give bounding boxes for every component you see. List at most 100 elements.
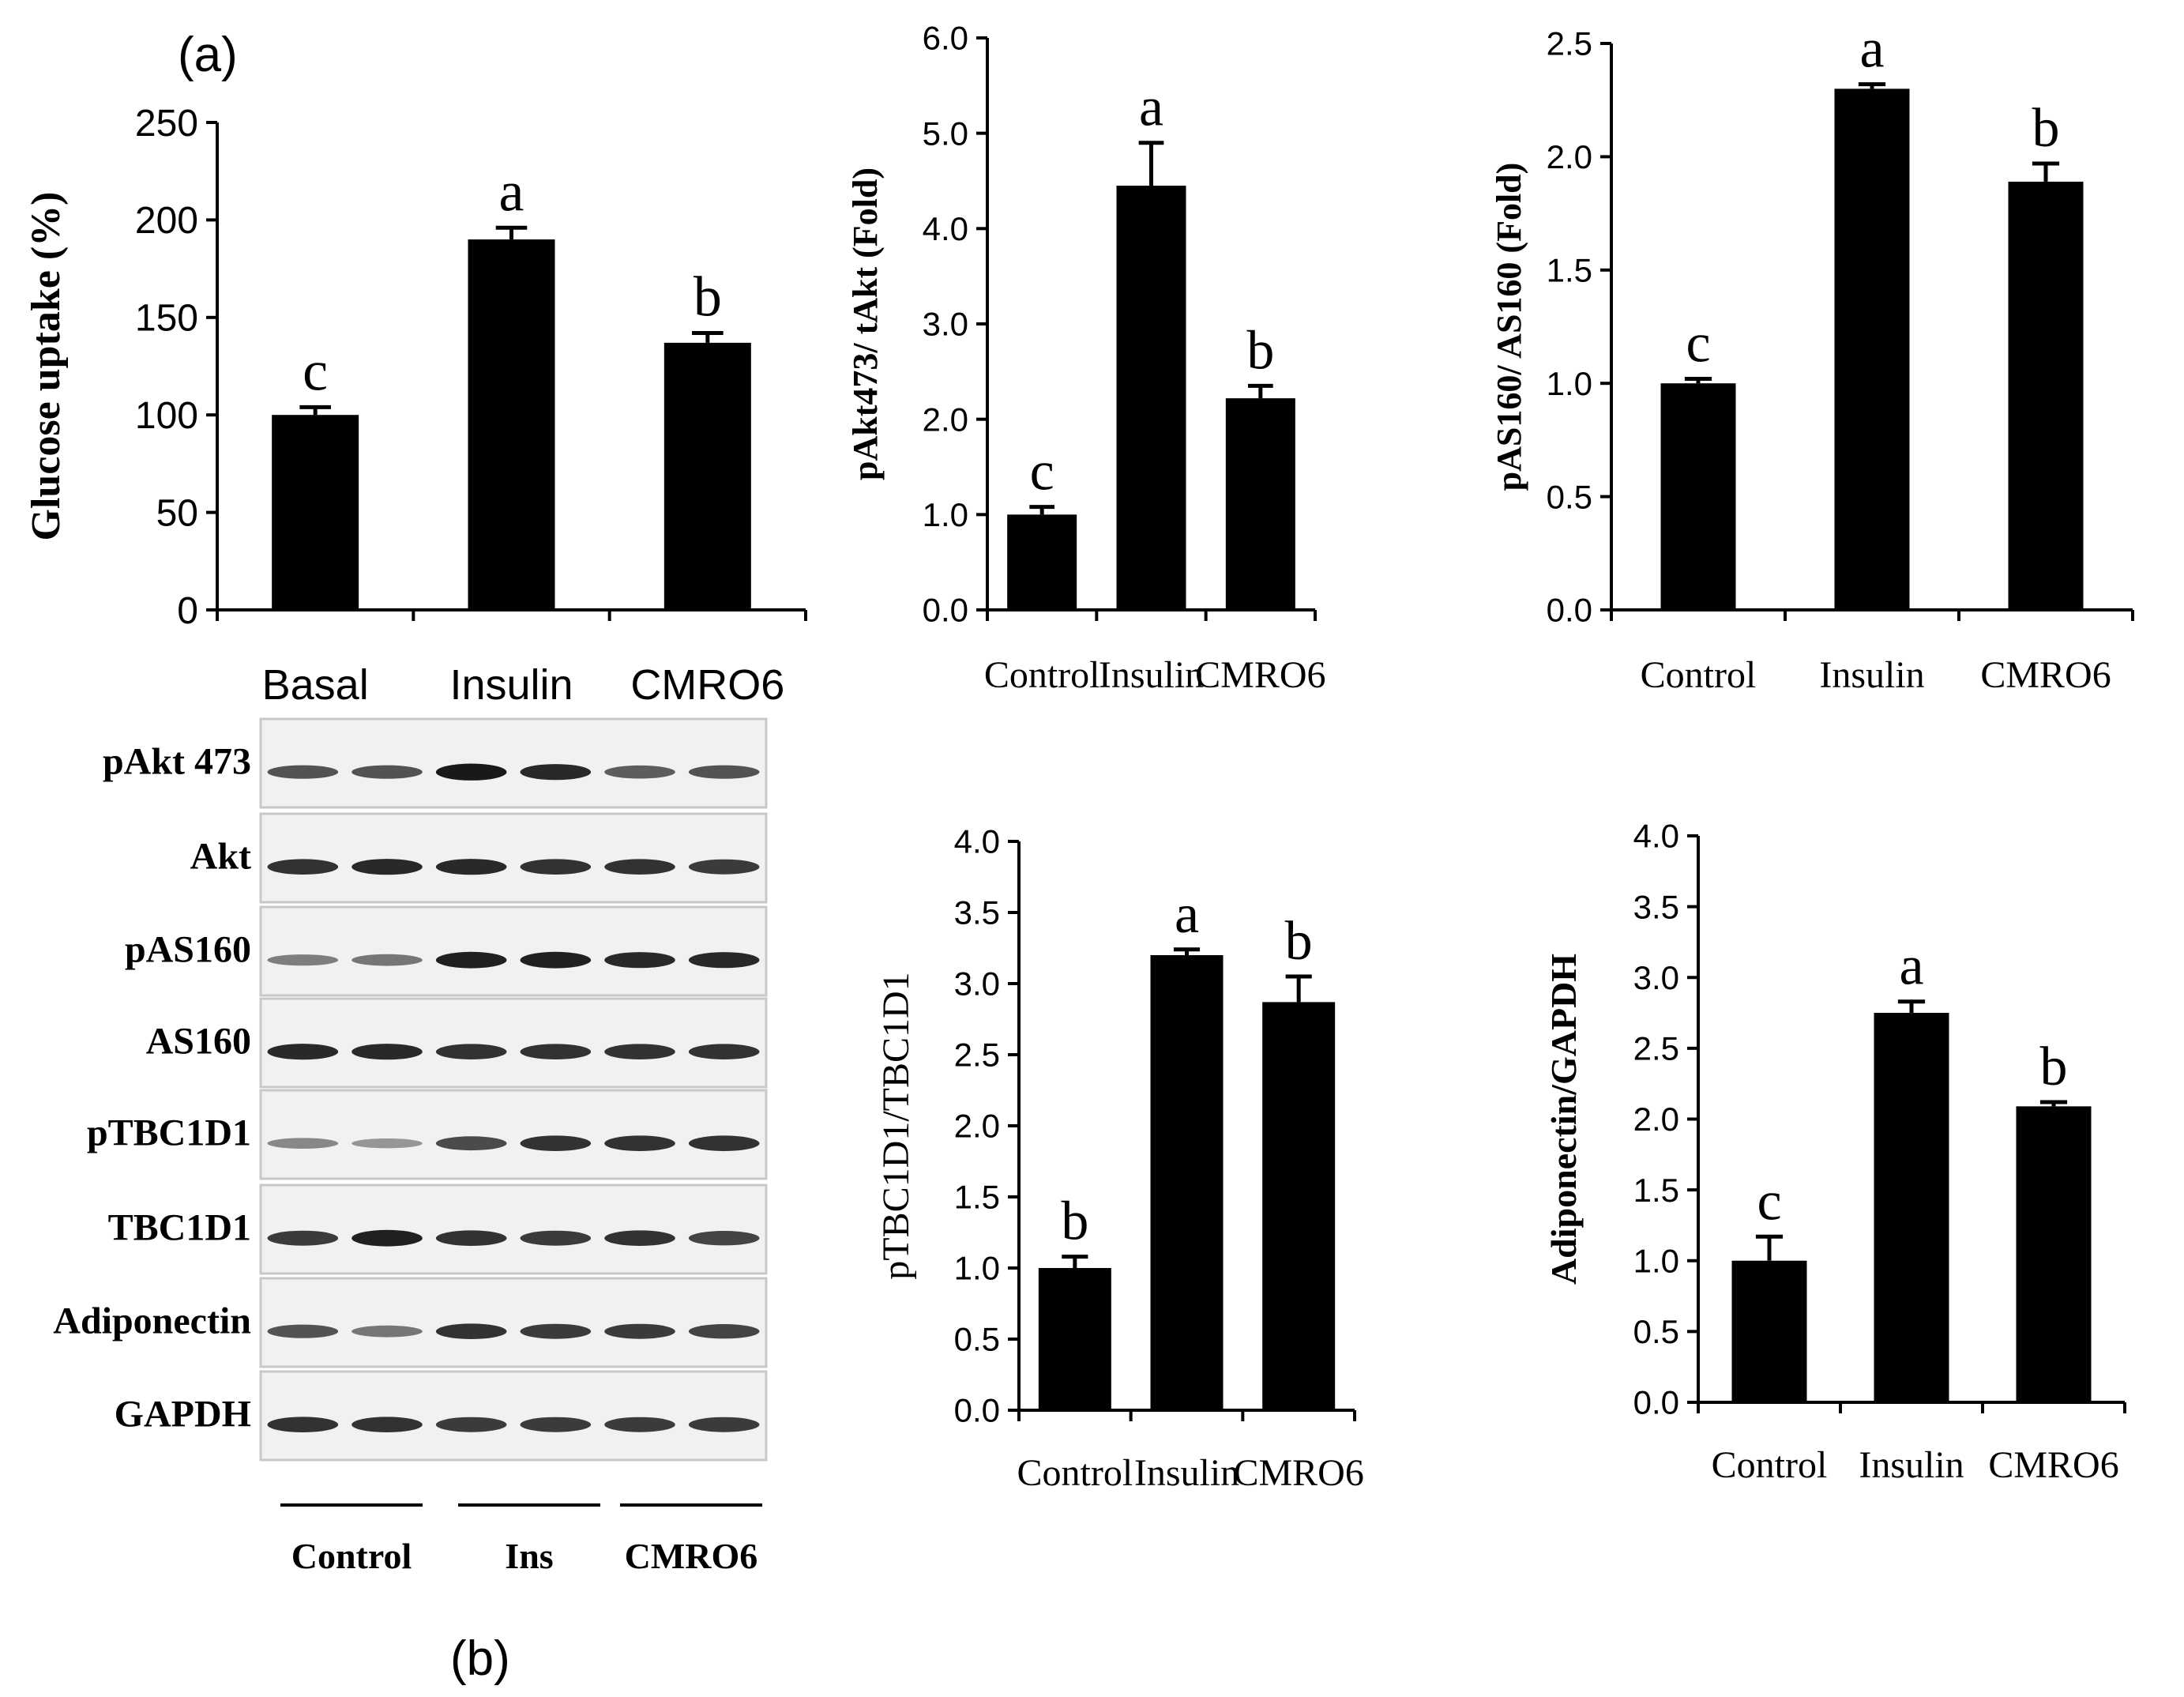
blot-row-label: GAPDH — [115, 1393, 251, 1435]
bar-basal — [272, 415, 359, 610]
bar-cmro6 — [2008, 181, 2084, 610]
blot-band — [520, 951, 592, 969]
y-tick-label: 1.5 — [1633, 1172, 1679, 1209]
blot-band — [351, 1229, 423, 1247]
blot-row-gapdh: GAPDH — [115, 1370, 768, 1462]
blot-strip — [259, 1370, 768, 1462]
category-label-control: Control — [1017, 1452, 1133, 1494]
blot-band — [351, 1325, 423, 1338]
y-tick-label: 150 — [135, 298, 198, 340]
blot-band — [688, 1324, 760, 1339]
significance-letter: c — [1757, 1171, 1781, 1232]
blot-band — [604, 952, 675, 969]
chart-glucose-uptake: 0 50 100 150 200 250 c Basal a Insulin b CMRO6 Gluco… — [24, 103, 807, 709]
significance-letter: a — [1899, 936, 1923, 997]
y-axis-label: Glucose uptake (%) — [24, 192, 69, 541]
blot-band — [520, 764, 592, 781]
y-tick-label: 1.5 — [1547, 252, 1592, 289]
chart-ptbc1d1-tbc1d1: 0.0 0.5 1.0 1.5 2.0 2.5 3.0 3.5 4.0 b Control a Insu… — [875, 823, 1364, 1494]
blot-band — [267, 1230, 339, 1246]
y-axis-label: pAkt473/ tAkt (Fold) — [846, 167, 885, 480]
significance-letter: b — [1061, 1191, 1088, 1252]
bar-insulin — [468, 239, 555, 610]
blot-band — [688, 1231, 760, 1246]
y-tick-label: 1.5 — [954, 1179, 1000, 1216]
y-tick-label: 0.0 — [923, 592, 968, 629]
blot-band — [435, 1044, 507, 1059]
blot-band — [435, 1136, 507, 1151]
panel-label-a: (a) — [178, 28, 238, 82]
y-tick-label: 0.0 — [1547, 592, 1592, 629]
blot-band — [520, 1135, 592, 1151]
blot-band — [688, 859, 760, 875]
blot-row-label: TBC1D1 — [108, 1206, 251, 1248]
blot-row-pakt-473: pAkt 473 — [103, 717, 768, 809]
significance-letter: b — [1285, 911, 1313, 972]
blot-band — [267, 765, 339, 779]
bar-insulin — [1116, 186, 1186, 611]
blot-band — [435, 763, 507, 781]
y-tick-label: 3.0 — [954, 965, 1000, 1003]
y-tick-label: 2.0 — [954, 1108, 1000, 1145]
blot-row-label: pAS160 — [125, 928, 251, 970]
blot-band — [520, 1044, 592, 1059]
bar-insulin — [1834, 88, 1910, 611]
blot-row-label: Akt — [190, 835, 251, 877]
significance-letter: b — [1246, 320, 1274, 381]
blot-row-label: Adiponectin — [53, 1300, 251, 1341]
blot-strip — [259, 717, 768, 809]
blot-band — [520, 1417, 592, 1432]
bar-insulin — [1874, 1013, 1949, 1402]
y-tick-label: 6.0 — [923, 20, 968, 57]
blot-band — [604, 765, 675, 779]
y-tick-label: 2.5 — [1547, 25, 1592, 62]
bar-insulin — [1150, 955, 1224, 1410]
blot-band — [604, 1230, 675, 1246]
y-tick-label: 3.5 — [954, 894, 1000, 931]
blot-band — [435, 1417, 507, 1432]
blot-row-akt: Akt — [190, 812, 768, 904]
blot-band — [604, 1044, 675, 1059]
group-label-ins: Ins — [505, 1536, 553, 1576]
y-tick-label: 1.0 — [1633, 1242, 1679, 1279]
significance-letter: b — [2032, 98, 2060, 159]
blot-row-tbc1d1: TBC1D1 — [108, 1183, 768, 1275]
blot-band — [435, 1230, 507, 1246]
blot-band — [267, 1324, 339, 1338]
category-label-cmro6: CMRO6 — [630, 661, 784, 709]
blot-band — [520, 859, 592, 875]
significance-letter: a — [1139, 77, 1163, 138]
significance-letter: b — [694, 265, 722, 329]
significance-letter: a — [499, 160, 524, 223]
blot-band — [604, 1417, 675, 1432]
blot-band — [435, 951, 507, 969]
blot-strip — [259, 812, 768, 904]
y-tick-label: 50 — [156, 492, 198, 534]
category-label-insulin: Insulin — [1859, 1444, 1964, 1486]
blot-band — [688, 1044, 760, 1059]
y-tick-label: 2.5 — [954, 1037, 1000, 1074]
y-tick-label: 3.0 — [1633, 959, 1679, 996]
blot-row-pas160: pAS160 — [125, 905, 768, 997]
category-label-insulin: Insulin — [1819, 654, 1924, 696]
bar-cmro6 — [1225, 398, 1295, 610]
significance-letter: a — [1175, 884, 1199, 945]
blot-band — [267, 1417, 339, 1432]
significance-letter: c — [303, 339, 328, 402]
y-tick-label: 1.0 — [923, 496, 968, 533]
blot-strip — [259, 1089, 768, 1180]
blot-band — [688, 1417, 760, 1432]
blot-row-ptbc1d1: pTBC1D1 — [87, 1089, 768, 1180]
y-tick-label: 2.0 — [1633, 1101, 1679, 1138]
blot-band — [688, 765, 760, 779]
blot-band — [351, 954, 423, 966]
blot-row-adiponectin: Adiponectin — [53, 1277, 768, 1368]
significance-letter: b — [2040, 1037, 2068, 1097]
chart-pas160-as160: 0.0 0.5 1.0 1.5 2.0 2.5 c Control a Insulin b CMRO6… — [1490, 19, 2134, 696]
category-label-cmro6: CMRO6 — [1233, 1452, 1363, 1494]
bar-control — [1007, 514, 1077, 610]
chart-adiponectin-gapdh: 0.0 0.5 1.0 1.5 2.0 2.5 3.0 3.5 4.0 c Control a Insu… — [1543, 818, 2126, 1486]
y-tick-label: 250 — [135, 103, 198, 145]
blot-band — [435, 859, 507, 875]
blot-band — [267, 1044, 339, 1060]
